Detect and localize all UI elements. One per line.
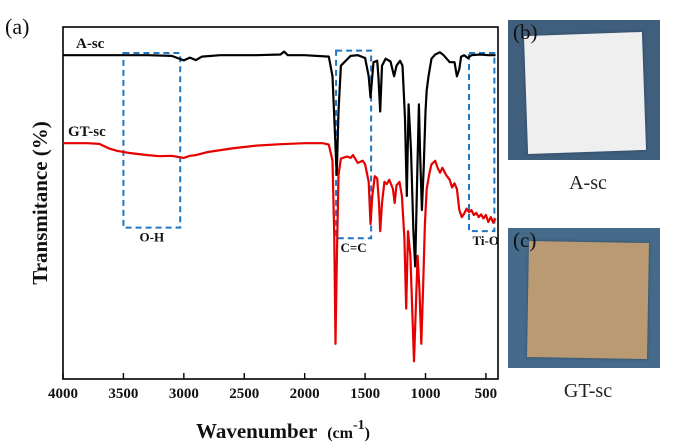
x-tick-label-500: 500 <box>475 386 498 402</box>
annotation-layer: O-H C=C Ti-O <box>122 49 499 255</box>
series-line-gt-sc <box>63 142 497 363</box>
x-tick-label-2500: 2500 <box>229 386 259 402</box>
x-tick-label-1500: 1500 <box>350 386 380 402</box>
series-line-a-sc <box>63 50 496 268</box>
panel-c-label: (c) <box>513 228 537 252</box>
photo-a-sc-caption: A-sc <box>569 172 607 194</box>
curve-label-gt-sc: GT-sc <box>68 124 106 140</box>
annotation-box-ti-o <box>468 52 496 233</box>
x-axis-title-close: ) <box>365 425 370 442</box>
curve-label-layer: A-sc GT-sc <box>68 36 106 140</box>
white-film <box>523 31 647 155</box>
x-tick-label-2000: 2000 <box>290 386 320 402</box>
panel-a-label: (a) <box>5 14 29 39</box>
x-axis-title: Wavenumber (cm-1) <box>196 418 370 443</box>
annotation-label-ti-o: Ti-O <box>472 233 499 248</box>
photo-gt-sc: (c) <box>508 228 660 368</box>
annotation-label-o-h: O-H <box>140 230 165 245</box>
x-tick-label-3500: 3500 <box>108 386 138 402</box>
x-axis-title-sup: -1 <box>353 418 365 433</box>
x-tick-label-4000: 4000 <box>48 386 78 402</box>
curve-label-a-sc: A-sc <box>76 36 105 52</box>
annotation-box-o-h <box>122 52 182 229</box>
y-axis-title: Transmitance (%) <box>28 121 52 285</box>
annotation-label-c-c: C=C <box>341 240 367 255</box>
x-axis-title-unit: (cm <box>327 425 353 442</box>
x-tick-label-3000: 3000 <box>169 386 199 402</box>
annotation-box-c-c <box>335 49 373 240</box>
plot-frame <box>62 26 499 380</box>
x-tick-label-1000: 1000 <box>411 386 441 402</box>
series-layer <box>63 50 497 363</box>
photo-gt-sc-caption: GT-sc <box>563 380 613 402</box>
panel-b-label: (b) <box>513 20 538 44</box>
tan-film <box>526 240 650 360</box>
x-tick-layer: 4000 3500 3000 2500 2000 1500 1000 500 <box>48 373 497 402</box>
x-axis-title-main: Wavenumber <box>196 419 317 443</box>
photo-a-sc: (b) <box>508 20 660 160</box>
